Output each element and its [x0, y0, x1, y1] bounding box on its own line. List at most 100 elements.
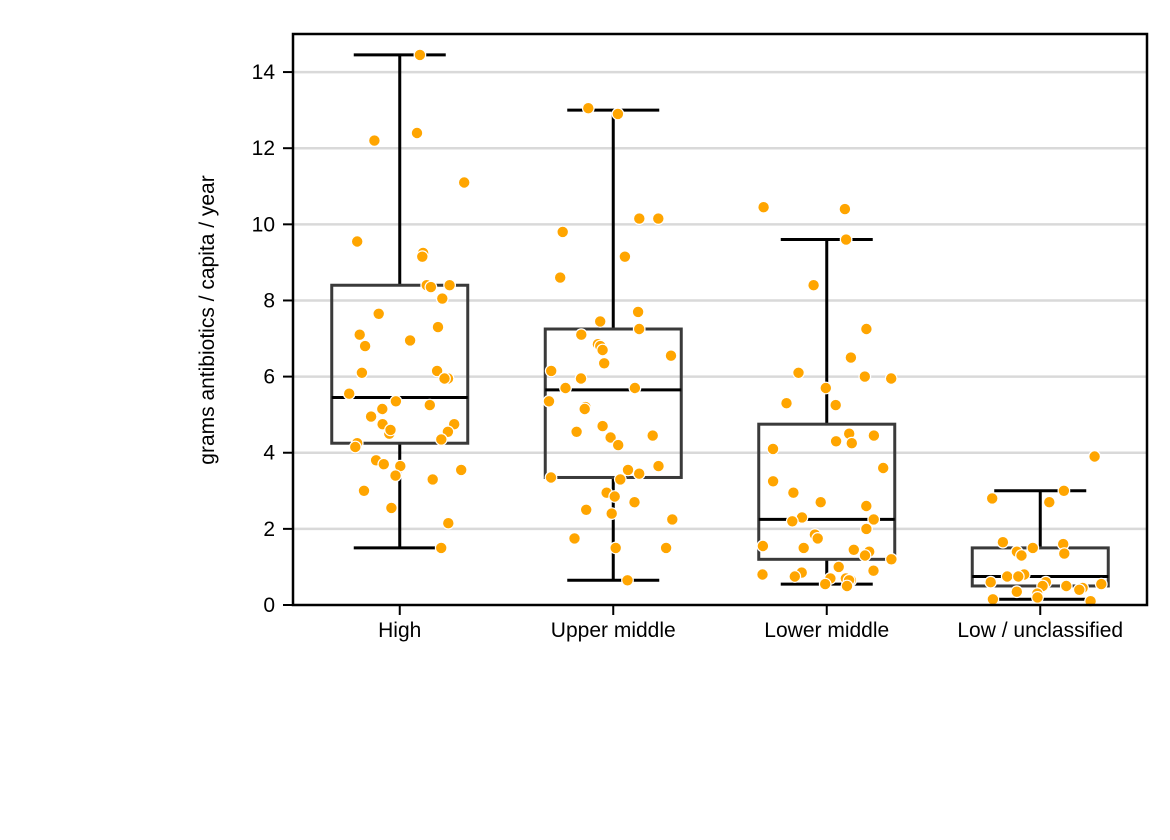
data-point	[867, 513, 881, 526]
data-point	[1026, 541, 1040, 555]
data-point	[829, 398, 843, 412]
data-point	[814, 495, 828, 509]
data-point	[348, 440, 362, 454]
x-tick-label: Lower middle	[764, 619, 889, 642]
data-point	[357, 484, 371, 498]
y-axis-title: grams antibiotics / capita / year	[196, 175, 219, 464]
data-point	[1059, 579, 1073, 593]
data-point	[441, 516, 455, 530]
data-point	[574, 372, 588, 385]
data-point	[457, 176, 471, 189]
data-point	[847, 543, 861, 557]
data-point	[415, 250, 429, 264]
data-point	[631, 305, 645, 319]
data-point	[646, 429, 660, 443]
data-point	[544, 364, 558, 378]
data-point	[377, 457, 391, 471]
y-tick-label: 10	[252, 213, 275, 236]
data-point	[811, 532, 825, 545]
data-point	[996, 535, 1010, 549]
data-point	[858, 370, 872, 384]
y-tick-label: 2	[263, 518, 275, 541]
data-point	[389, 469, 402, 483]
data-point	[876, 461, 890, 475]
data-point	[840, 579, 854, 593]
data-point	[385, 501, 398, 515]
data-point	[559, 381, 572, 395]
grid-layer	[293, 70, 1147, 531]
data-point	[832, 560, 846, 574]
data-point	[766, 474, 780, 488]
x-axis: High Upper middle Lower middle Low / unclas…	[378, 605, 1123, 642]
data-point	[664, 349, 678, 363]
data-point	[350, 235, 364, 248]
data-point	[845, 436, 859, 450]
data-point	[819, 381, 833, 395]
data-point	[609, 541, 623, 555]
y-tick-label: 14	[252, 61, 276, 84]
data-point	[372, 307, 386, 321]
data-point	[885, 552, 898, 566]
data-point	[621, 463, 635, 477]
data-point	[985, 492, 999, 505]
data-point	[596, 419, 609, 433]
data-point	[568, 532, 581, 545]
data-point	[593, 315, 607, 328]
data-point	[867, 429, 881, 443]
data-point	[792, 366, 805, 380]
data-point	[858, 549, 872, 562]
data-point	[608, 490, 622, 503]
data-point	[581, 101, 595, 115]
data-point	[838, 202, 852, 216]
data-point	[597, 356, 611, 370]
data-point	[596, 343, 609, 357]
data-point	[884, 372, 898, 385]
data-point	[413, 48, 427, 62]
data-point	[424, 280, 438, 294]
data-point	[1094, 577, 1108, 591]
data-point	[632, 322, 646, 336]
data-point	[403, 334, 417, 347]
data-point	[579, 503, 593, 517]
data-point	[867, 564, 880, 578]
data-point	[780, 396, 793, 410]
data-point	[342, 387, 356, 401]
data-point	[829, 434, 843, 448]
data-point	[1010, 585, 1024, 599]
data-point	[651, 212, 665, 226]
data-point	[628, 381, 642, 395]
data-point	[807, 278, 820, 292]
data-point	[375, 402, 389, 416]
data-point	[556, 225, 570, 239]
data-point	[756, 539, 770, 553]
iqr-box	[757, 422, 897, 561]
data-point	[355, 366, 369, 380]
data-point	[426, 473, 440, 486]
data-point	[659, 541, 673, 555]
data-point	[756, 568, 769, 581]
data-point	[787, 486, 800, 500]
data-point	[632, 467, 646, 481]
y-tick-label: 4	[263, 442, 275, 465]
data-point	[353, 328, 367, 342]
data-point	[788, 570, 802, 583]
data-point	[611, 438, 625, 452]
data-point	[410, 126, 424, 140]
box-group	[757, 238, 897, 586]
data-point	[1000, 570, 1014, 583]
data-point	[621, 573, 634, 587]
data-point	[665, 513, 679, 526]
data-point	[785, 514, 799, 528]
data-point	[859, 499, 873, 513]
data-point	[1057, 484, 1071, 498]
data-point	[1057, 547, 1071, 560]
data-point	[431, 320, 445, 334]
y-tick-label: 0	[263, 594, 275, 617]
data-point	[1072, 583, 1086, 597]
x-tick-label: High	[378, 619, 421, 642]
data-point	[611, 107, 625, 121]
data-point	[797, 541, 811, 555]
data-point	[384, 423, 397, 437]
